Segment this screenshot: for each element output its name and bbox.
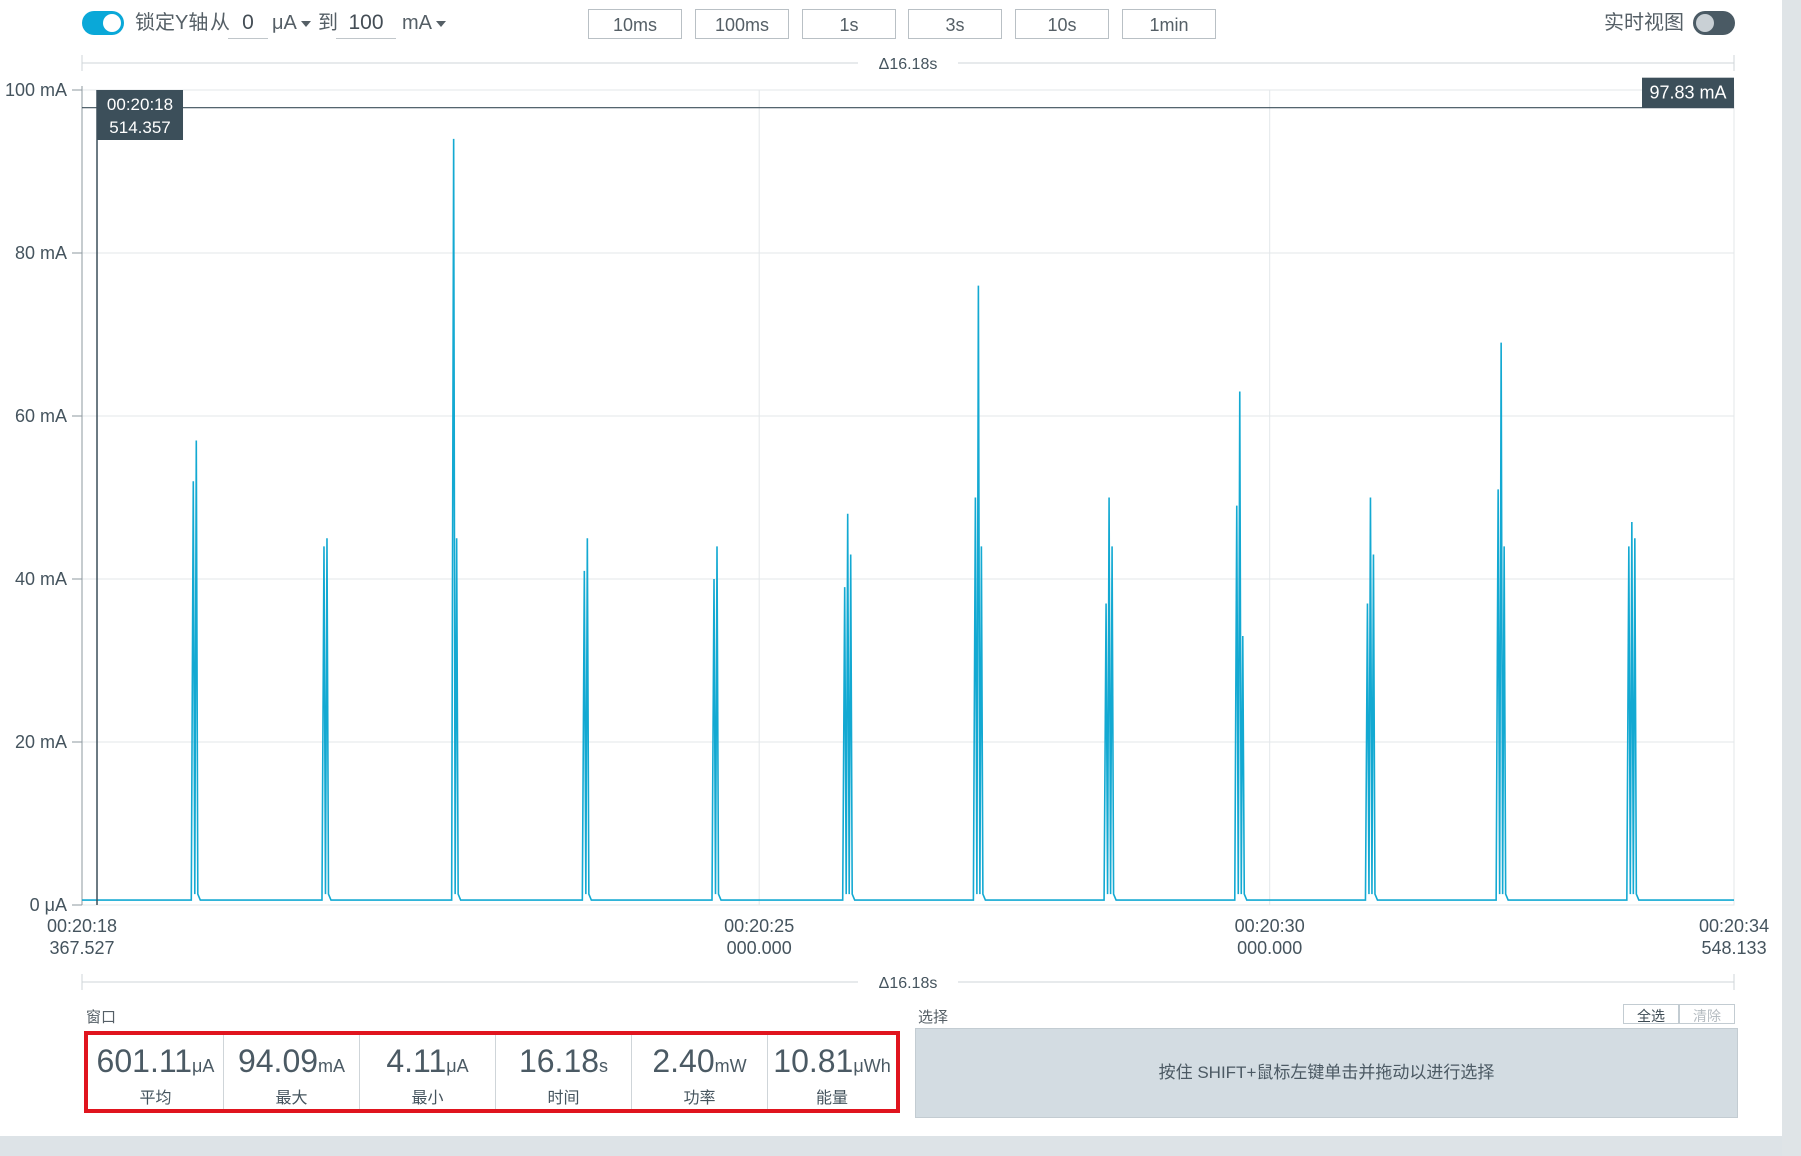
from-unit-label: μA [272, 12, 297, 34]
delta-top-label: Δ16.18s [879, 56, 938, 73]
y-tick-label: 60 mA [15, 406, 67, 426]
right-scrollbar[interactable] [1782, 0, 1801, 1156]
energy-unit: μWh [853, 1056, 891, 1076]
realtime-toggle[interactable] [1693, 11, 1735, 35]
time-button-10s[interactable]: 10s [1015, 9, 1109, 39]
y-tick-label: 80 mA [15, 243, 67, 263]
time-unit: s [599, 1056, 609, 1076]
delta-top-label-bg [858, 51, 958, 75]
x-tick-sublabel: 000.000 [727, 938, 792, 958]
stat-average: 601.11μA 平均 [88, 1035, 224, 1109]
power-label: 功率 [683, 1090, 716, 1107]
from-unit-dropdown[interactable]: μA [272, 11, 311, 35]
y-tick-label: 100 mA [5, 80, 67, 100]
energy-label: 能量 [815, 1090, 848, 1107]
plot-border [81, 89, 1735, 906]
y-tick-label: 0 μA [30, 895, 67, 915]
max-label: 最大 [275, 1090, 308, 1107]
grid [81, 89, 1735, 906]
time-label: 时间 [547, 1090, 580, 1107]
stat-energy: 10.81μWh 能量 [768, 1035, 896, 1109]
to-input[interactable]: 100 [336, 8, 396, 39]
average-label: 平均 [139, 1090, 172, 1107]
average-unit: μA [192, 1056, 215, 1076]
stat-value: 4.11μA [360, 1043, 495, 1084]
current-trace-path [82, 138, 1734, 901]
stat-value: 10.81μWh [768, 1043, 896, 1084]
time-button-1s[interactable]: 1s [802, 9, 896, 39]
average-value: 601.11 [96, 1043, 193, 1079]
min-unit: μA [446, 1056, 469, 1076]
min-label: 最小 [411, 1090, 444, 1107]
cursor-time: 00:20:18 [107, 95, 173, 114]
from-input[interactable]: 0 [228, 8, 268, 39]
realtime-label: 实时视图 [1604, 12, 1684, 34]
from-label: 从 [210, 12, 230, 34]
stat-power: 2.40mW 功率 [632, 1035, 768, 1109]
level-label: 97.83 mA [1649, 83, 1726, 103]
power-unit: mW [714, 1056, 747, 1076]
stat-time: 16.18s 时间 [496, 1035, 632, 1109]
level-label-bg [1642, 77, 1734, 108]
bottom-scrollbar[interactable] [0, 1136, 1801, 1156]
window-panel-label: 窗口 [86, 1009, 117, 1026]
y-tick-label: 20 mA [15, 732, 67, 752]
window-stats: 601.11μA 平均 94.09mA 最大 4.11μA 最小 16.18s … [84, 1031, 900, 1113]
stat-max: 94.09mA 最大 [224, 1035, 360, 1109]
delta-bottom-label: Δ16.18s [879, 975, 938, 992]
current-trace [82, 138, 1734, 901]
time-button-1min[interactable]: 1min [1122, 9, 1216, 39]
selection-panel-label: 选择 [918, 1009, 949, 1026]
selection-area[interactable]: 按住 SHIFT+鼠标左键单击并拖动以进行选择 [915, 1028, 1738, 1118]
lock-y-toggle[interactable] [82, 11, 124, 35]
x-tick-label: 00:20:18 [47, 916, 117, 936]
cursor-time-sub: 514.357 [109, 118, 170, 137]
toggle-knob [1696, 14, 1714, 32]
energy-value: 10.81 [773, 1043, 854, 1079]
stat-min: 4.11μA 最小 [360, 1035, 496, 1109]
time-button-10ms[interactable]: 10ms [588, 9, 682, 39]
x-tick-sublabel: 367.527 [49, 938, 114, 958]
stat-value: 2.40mW [632, 1043, 767, 1084]
x-tick-label: 00:20:34 [1699, 916, 1769, 936]
x-tick-sublabel: 548.133 [1702, 938, 1767, 958]
power-value: 2.40 [652, 1043, 715, 1079]
min-value: 4.11 [386, 1043, 447, 1079]
max-unit: mA [318, 1056, 346, 1076]
stat-value: 94.09mA [224, 1043, 359, 1084]
cursor-label-bg [97, 90, 184, 140]
lock-y-label: 锁定Y轴 [135, 12, 209, 34]
time-button-3s[interactable]: 3s [908, 9, 1002, 39]
stat-value: 16.18s [496, 1043, 631, 1084]
y-tick-label: 40 mA [15, 569, 67, 589]
stat-value: 601.11μA [88, 1043, 223, 1084]
chevron-down-icon [436, 20, 446, 27]
to-unit-dropdown[interactable]: mA [402, 11, 446, 35]
x-tick-label: 00:20:25 [724, 916, 794, 936]
chevron-down-icon [300, 20, 311, 27]
toolbar: 锁定Y轴 从 0 μA 到 100 mA 10ms 100ms 1s 3s 10… [0, 0, 1801, 50]
clear-button[interactable]: 清除 [1679, 1004, 1735, 1024]
select-all-button[interactable]: 全选 [1623, 1004, 1679, 1024]
time-value: 16.18 [518, 1043, 600, 1079]
to-label: 到 [318, 12, 338, 34]
time-button-100ms[interactable]: 100ms [695, 9, 789, 39]
x-tick-sublabel: 000.000 [1237, 938, 1302, 958]
x-tick-label: 00:20:30 [1235, 916, 1305, 936]
chart-overlay: Δ16.18s Δ16.18s 97.83 mA 00:20:18 514.357 [81, 51, 1735, 994]
toggle-knob [103, 14, 121, 32]
to-unit-label: mA [402, 12, 432, 34]
max-value: 94.09 [237, 1043, 319, 1079]
delta-bottom-label-bg [858, 970, 958, 994]
